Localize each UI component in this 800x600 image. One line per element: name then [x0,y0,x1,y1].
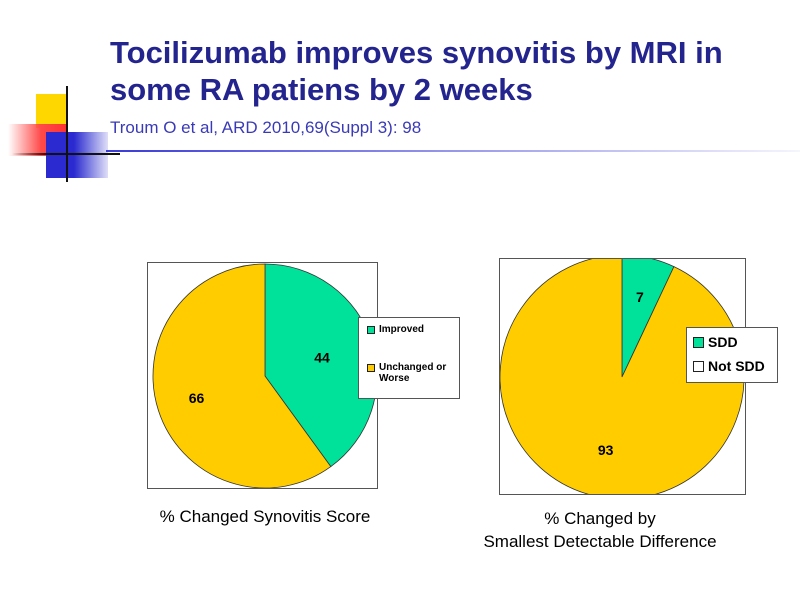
legend-swatch-improved [367,326,375,334]
legend-item-improved: Improved [367,324,424,335]
pie-chart-1-legend: Improved Unchanged or Worse [358,317,460,399]
citation: Troum O et al, ARD 2010,69(Suppl 3): 98 [110,118,422,137]
pie-chart-2-caption: % Changed by Smallest Detectable Differe… [440,507,760,553]
pie-chart-1-caption: % Changed Synovitis Score [159,507,371,526]
slide-title: Tocilizumab improves synovitis by MRI in… [110,35,723,107]
pie-chart-1-frame: 44 66 [147,262,378,489]
ornament-horizontal-line [12,153,120,155]
legend-swatch-sdd [693,337,704,348]
data-label-improved: 44 [314,349,330,365]
legend-label-unchanged: Unchanged or Worse [379,362,447,384]
pie-chart-1: 44 66 [152,263,377,488]
legend-label-not-sdd: Not SDD [708,358,765,374]
data-label-not-sdd: 93 [598,442,614,458]
data-label-sdd: 7 [636,289,644,305]
legend-item-sdd: SDD [693,334,738,350]
legend-swatch-not-sdd [693,361,704,372]
legend-label-improved: Improved [379,324,425,335]
pie-chart-2-caption-line-2: Smallest Detectable Difference [483,532,717,551]
pie-chart-2: 7 93 [500,259,745,494]
ornament-blue-square [46,132,108,178]
legend-label-sdd: SDD [708,334,738,350]
ornament-yellow-square [36,94,68,128]
data-label-unchanged-or-worse: 66 [189,390,205,406]
legend-item-unchanged: Unchanged or Worse [367,362,455,384]
legend-item-not-sdd: Not SDD [693,358,765,374]
ornament-vertical-line [66,86,68,182]
legend-swatch-unchanged [367,364,375,372]
pie-chart-2-caption-line-1: % Changed by [544,509,656,528]
title-ornament [0,80,120,190]
title-underline [106,150,800,152]
pie-slice-unchanged-or-worse [152,263,332,488]
pie-chart-2-legend: SDD Not SDD [686,327,778,383]
